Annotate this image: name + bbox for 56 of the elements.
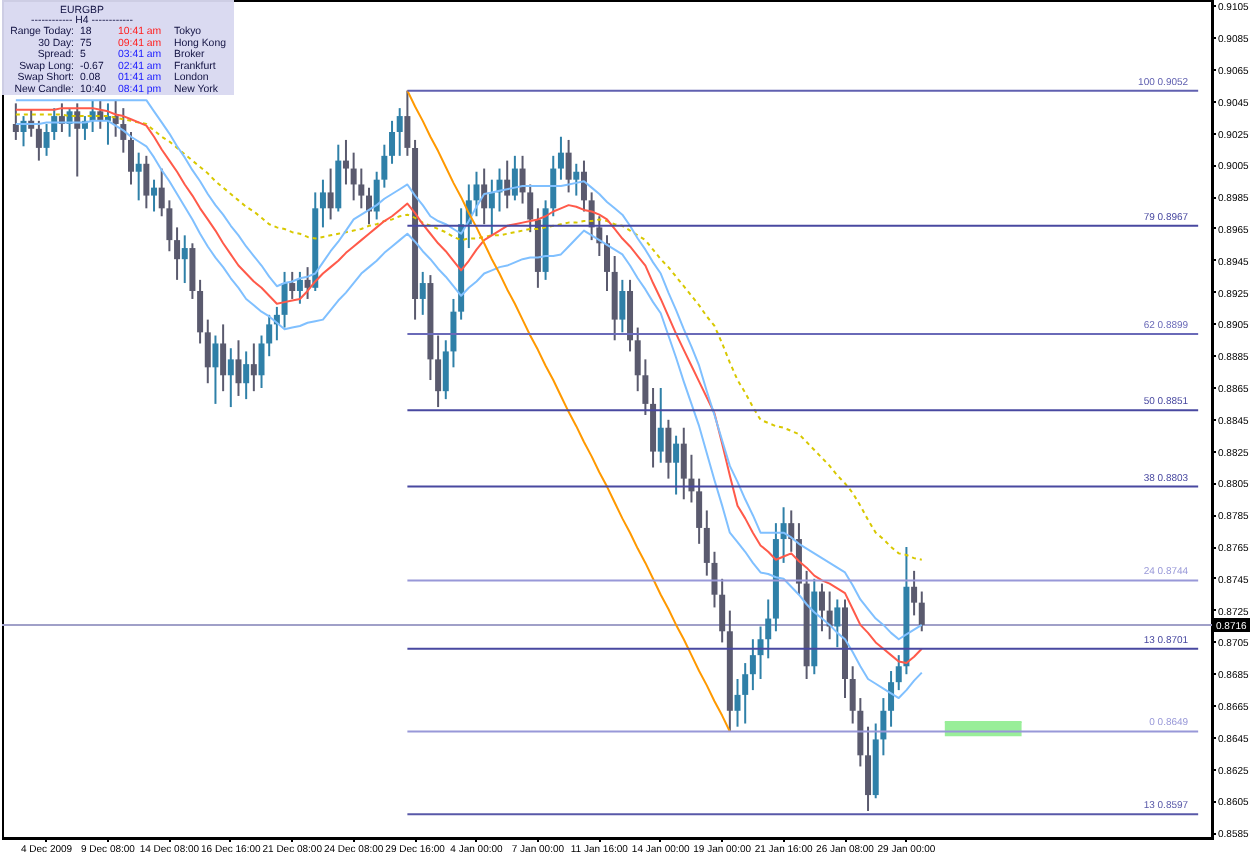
candlestick bbox=[888, 670, 895, 728]
candlestick bbox=[488, 178, 495, 237]
candlestick bbox=[296, 270, 303, 305]
candlestick bbox=[135, 151, 142, 202]
candlestick bbox=[557, 135, 564, 181]
candlestick bbox=[128, 130, 134, 186]
candlestick bbox=[742, 662, 749, 725]
candlestick bbox=[419, 270, 426, 316]
candlestick bbox=[281, 270, 288, 329]
line-series bbox=[406, 89, 731, 733]
candlestick bbox=[304, 266, 311, 300]
candlestick bbox=[396, 107, 403, 157]
candlestick bbox=[289, 270, 296, 300]
candlestick bbox=[12, 102, 19, 141]
candlestick bbox=[189, 242, 196, 300]
candlestick bbox=[604, 234, 610, 292]
candlestick bbox=[511, 154, 518, 202]
candlestick bbox=[719, 577, 726, 644]
candlestick bbox=[143, 154, 150, 210]
candlestick bbox=[650, 386, 657, 469]
candlestick bbox=[911, 569, 918, 617]
candlestick bbox=[243, 350, 250, 401]
candlestick bbox=[227, 347, 234, 409]
candlestick bbox=[619, 278, 626, 334]
candlestick bbox=[342, 138, 349, 186]
candlestick bbox=[918, 590, 925, 633]
candlestick bbox=[673, 434, 680, 496]
candlestick bbox=[235, 339, 242, 397]
candlestick bbox=[174, 226, 181, 281]
candlestick bbox=[319, 178, 326, 229]
candlestick bbox=[204, 318, 211, 385]
candlestick bbox=[749, 638, 756, 692]
candlestick bbox=[680, 426, 687, 501]
candlestick bbox=[220, 323, 227, 393]
candlestick bbox=[611, 255, 618, 342]
candlestick bbox=[389, 119, 396, 165]
candlestick bbox=[865, 725, 872, 812]
candlestick bbox=[35, 119, 42, 162]
candlestick bbox=[565, 138, 572, 194]
candlestick bbox=[573, 162, 580, 197]
candlestick bbox=[350, 151, 357, 202]
candlestick bbox=[335, 143, 342, 213]
candlestick bbox=[212, 334, 219, 405]
line-series bbox=[14, 113, 923, 561]
candlestick bbox=[657, 386, 664, 464]
candlestick bbox=[404, 89, 411, 157]
candlestick bbox=[665, 418, 672, 480]
candlestick bbox=[834, 598, 841, 649]
candlestick bbox=[181, 234, 188, 285]
candlestick bbox=[327, 167, 334, 221]
candlestick bbox=[250, 342, 257, 393]
candlestick bbox=[435, 334, 442, 409]
candlestick bbox=[696, 477, 703, 545]
candlestick bbox=[151, 178, 158, 213]
candlestick bbox=[818, 582, 825, 633]
candlestick bbox=[197, 278, 204, 345]
